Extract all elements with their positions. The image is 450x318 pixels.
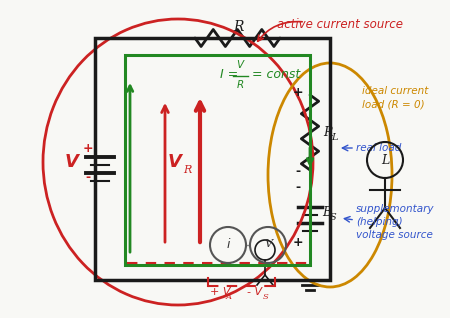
Text: +: + bbox=[292, 236, 303, 248]
Text: -: - bbox=[296, 165, 301, 178]
Text: R: R bbox=[236, 80, 243, 90]
Text: real load: real load bbox=[356, 143, 401, 153]
Text: R: R bbox=[323, 126, 333, 139]
Text: i: i bbox=[226, 238, 230, 252]
Text: supplemontary
(helping)
voltage source: supplemontary (helping) voltage source bbox=[356, 204, 435, 240]
Text: - V: - V bbox=[247, 287, 262, 297]
Text: V: V bbox=[264, 239, 272, 249]
Text: + V: + V bbox=[210, 287, 230, 297]
Text: L: L bbox=[331, 134, 338, 142]
Text: S: S bbox=[330, 213, 337, 223]
Text: V: V bbox=[168, 153, 182, 171]
Text: -: - bbox=[86, 171, 90, 184]
Text: = const: = const bbox=[252, 68, 300, 81]
Text: V: V bbox=[236, 60, 243, 70]
Text: L: L bbox=[381, 154, 389, 167]
Text: +: + bbox=[83, 142, 93, 155]
Text: A: A bbox=[226, 293, 232, 301]
Text: R: R bbox=[183, 165, 191, 175]
Text: +: + bbox=[292, 86, 303, 99]
Text: active current source: active current source bbox=[277, 18, 403, 31]
Text: R: R bbox=[233, 20, 243, 34]
Text: V: V bbox=[65, 153, 79, 171]
Text: -: - bbox=[296, 182, 301, 195]
Text: ideal current
load (R = 0): ideal current load (R = 0) bbox=[362, 86, 428, 110]
Text: S: S bbox=[263, 293, 269, 301]
Text: B: B bbox=[322, 205, 331, 218]
Text: I =: I = bbox=[220, 68, 238, 81]
